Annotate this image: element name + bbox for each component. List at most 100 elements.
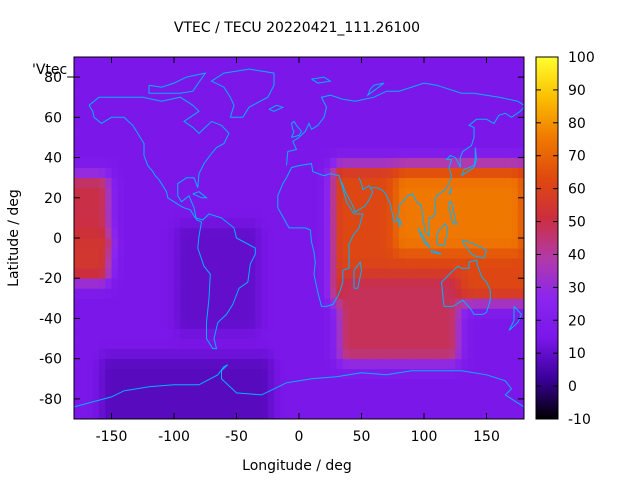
heatmap-cell bbox=[136, 288, 144, 299]
heatmap-cell bbox=[311, 338, 319, 350]
heatmap-cell bbox=[192, 107, 200, 118]
heatmap-cell bbox=[199, 157, 206, 169]
heatmap-cell bbox=[217, 378, 225, 390]
heatmap-cell bbox=[286, 248, 294, 259]
heatmap-cell bbox=[517, 227, 525, 239]
heatmap-cell bbox=[99, 177, 106, 189]
heatmap-cell bbox=[105, 187, 112, 199]
heatmap-cell bbox=[124, 177, 131, 189]
heatmap-cell bbox=[255, 278, 262, 289]
heatmap-cell bbox=[455, 298, 462, 309]
heatmap-cell bbox=[324, 348, 331, 360]
heatmap-cell bbox=[336, 177, 344, 189]
heatmap-cell bbox=[392, 147, 400, 158]
heatmap-cell bbox=[117, 157, 125, 169]
heatmap-cell bbox=[467, 127, 475, 138]
heatmap-cell bbox=[417, 308, 425, 319]
heatmap-cell bbox=[92, 388, 100, 400]
heatmap-cell bbox=[499, 97, 506, 108]
heatmap-cell bbox=[199, 288, 206, 299]
heatmap-cell bbox=[411, 107, 419, 118]
heatmap-cell bbox=[117, 328, 125, 339]
heatmap-cell bbox=[342, 87, 350, 98]
heatmap-cell bbox=[411, 137, 419, 148]
heatmap-cell bbox=[311, 157, 319, 169]
heatmap-cell bbox=[299, 328, 306, 339]
x-tick-label: 150 bbox=[473, 429, 500, 445]
heatmap-cell bbox=[261, 77, 269, 88]
heatmap-cell bbox=[399, 398, 406, 410]
heatmap-cell bbox=[361, 258, 369, 269]
heatmap-cell bbox=[436, 258, 444, 269]
heatmap-cell bbox=[517, 318, 525, 329]
heatmap-cell bbox=[249, 107, 256, 118]
heatmap-cell bbox=[174, 258, 181, 269]
heatmap-cell bbox=[349, 388, 356, 400]
coastlines bbox=[73, 68, 525, 408]
heatmap-cell bbox=[192, 278, 200, 289]
heatmap-cell bbox=[261, 167, 269, 179]
heatmap-cell bbox=[124, 278, 131, 289]
heatmap-cell bbox=[274, 288, 281, 299]
heatmap-cell bbox=[99, 127, 106, 138]
heatmap-cell bbox=[461, 268, 469, 279]
heatmap-cell bbox=[367, 217, 375, 229]
heatmap-cell bbox=[380, 338, 387, 350]
heatmap-cell bbox=[399, 177, 406, 189]
heatmap-cell bbox=[461, 107, 469, 118]
heatmap-cell bbox=[424, 97, 431, 108]
heatmap-cell bbox=[136, 348, 144, 360]
heatmap-cell bbox=[267, 398, 275, 410]
heatmap-cell bbox=[424, 308, 431, 319]
heatmap-cell bbox=[167, 288, 175, 299]
heatmap-cell bbox=[505, 398, 512, 410]
heatmap-cell bbox=[136, 378, 144, 390]
heatmap-cell bbox=[130, 368, 137, 380]
heatmap-cell bbox=[105, 318, 112, 329]
heatmap-cell bbox=[392, 308, 400, 319]
heatmap-cell bbox=[449, 77, 456, 88]
heatmap-cell bbox=[342, 328, 350, 339]
heatmap-cell bbox=[286, 258, 294, 269]
heatmap-cell bbox=[455, 137, 462, 148]
heatmap-cell bbox=[86, 57, 94, 68]
heatmap-cell bbox=[155, 87, 162, 98]
heatmap-cell bbox=[305, 117, 312, 128]
heatmap-cell bbox=[467, 338, 475, 350]
heatmap-cell bbox=[149, 278, 156, 289]
heatmap-cell bbox=[517, 408, 525, 420]
heatmap-cell bbox=[436, 177, 444, 189]
heatmap-cell bbox=[92, 137, 100, 148]
heatmap-cell bbox=[299, 268, 306, 279]
heatmap-cell bbox=[161, 227, 169, 239]
heatmap-cell bbox=[417, 358, 425, 370]
heatmap-cell bbox=[467, 227, 475, 239]
heatmap-cell bbox=[511, 318, 519, 329]
heatmap-cell bbox=[367, 308, 375, 319]
heatmap-cell bbox=[280, 87, 287, 98]
heatmap-cell bbox=[136, 87, 144, 98]
heatmap-cell bbox=[392, 368, 400, 380]
heatmap-cell bbox=[205, 238, 212, 249]
heatmap-cell bbox=[155, 207, 162, 219]
heatmap-cell bbox=[130, 67, 137, 78]
heatmap-cell bbox=[280, 217, 287, 229]
heatmap-cell bbox=[199, 187, 206, 199]
heatmap-cell bbox=[261, 248, 269, 259]
heatmap-cell bbox=[280, 398, 287, 410]
heatmap-cell bbox=[86, 107, 94, 118]
heatmap-cell bbox=[505, 358, 512, 370]
heatmap-cell bbox=[192, 268, 200, 279]
heatmap-cell bbox=[155, 348, 162, 360]
heatmap-cell bbox=[292, 258, 300, 269]
heatmap-cell bbox=[317, 117, 325, 128]
heatmap-cell bbox=[461, 318, 469, 329]
heatmap-cell bbox=[349, 147, 356, 158]
heatmap-cell bbox=[130, 338, 137, 350]
heatmap-cell bbox=[192, 77, 200, 88]
heatmap-cell bbox=[192, 207, 200, 219]
heatmap-cell bbox=[467, 328, 475, 339]
heatmap-cell bbox=[267, 147, 275, 158]
heatmap-cell bbox=[511, 67, 519, 78]
heatmap-cell bbox=[161, 197, 169, 209]
